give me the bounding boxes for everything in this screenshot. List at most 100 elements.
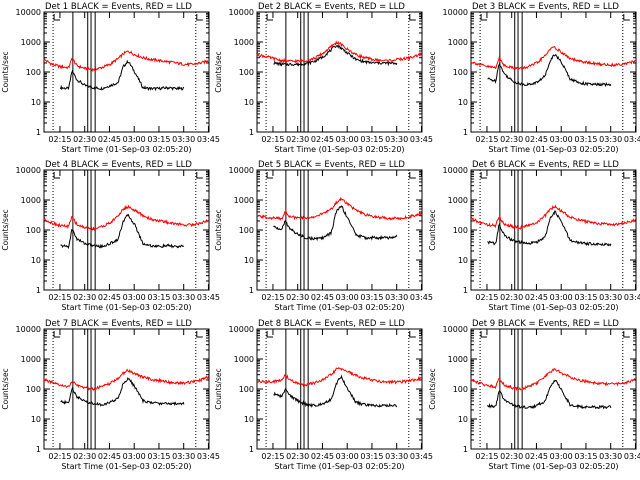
lld-series-line (43, 368, 209, 391)
marker-flag (623, 331, 630, 338)
y-tick-label: 100 (26, 68, 41, 77)
lld-series-line (43, 50, 209, 73)
marker-flag (623, 172, 630, 179)
x-tick-label: 02:30 (286, 135, 309, 144)
y-tick-label: 10000 (229, 8, 254, 17)
marker-flag (266, 331, 274, 338)
x-tick-label: 03:15 (574, 293, 597, 302)
y-axis-label: Counts/sec (1, 368, 10, 409)
x-tick-label: 03:15 (360, 135, 383, 144)
marker-flag (409, 331, 416, 338)
y-tick-label: 1000 (448, 38, 468, 47)
y-tick-label: 10 (458, 98, 468, 107)
x-tick-label: 02:30 (286, 293, 309, 302)
y-tick-label: 10000 (443, 325, 468, 334)
events-series-line (60, 213, 185, 250)
y-tick-label: 100 (453, 385, 468, 394)
plot-frame (470, 169, 637, 291)
marker-flag (53, 331, 61, 338)
marker-flag (266, 14, 274, 21)
chart-panel-det-1: Det 1 BLACK = Events, RED = LLD 1 10 100 100… (1, 2, 220, 154)
marker-flag (480, 331, 488, 338)
x-tick-label: 02:15 (261, 452, 284, 461)
x-tick-label: 03:30 (172, 293, 195, 302)
panel-title: Det 6 BLACK = Events, RED = LLD (472, 160, 619, 170)
y-tick-label: 10000 (443, 166, 468, 175)
x-tick-label: 02:15 (48, 135, 71, 144)
y-tick-label: 1 (463, 286, 468, 295)
x-tick-label: 03:00 (123, 452, 146, 461)
y-tick-label: 10 (31, 256, 41, 265)
x-tick-label: 02:15 (48, 452, 71, 461)
x-tick-label: 03:45 (197, 452, 220, 461)
y-tick-label: 1 (463, 445, 468, 454)
x-tick-label: 03:00 (550, 452, 573, 461)
marker-flag (53, 172, 61, 179)
x-tick-label: 03:45 (197, 293, 220, 302)
x-tick-label: 03:30 (172, 135, 195, 144)
plot-frame (43, 11, 210, 133)
chart-panel-det-8: Det 8 BLACK = Events, RED = LLD 1 10 100 100… (214, 319, 433, 471)
y-axis-label: Counts/sec (428, 209, 437, 250)
x-tick-label: 03:45 (410, 293, 433, 302)
y-axis-label: Counts/sec (214, 51, 223, 92)
x-tick-label: 03:30 (599, 135, 622, 144)
y-tick-label: 100 (239, 385, 254, 394)
x-tick-label: 03:15 (147, 135, 170, 144)
plot-frame (43, 169, 210, 291)
y-tick-label: 1 (36, 286, 41, 295)
x-tick-label: 02:30 (73, 293, 96, 302)
y-tick-label: 1 (249, 445, 254, 454)
marker-flag (409, 172, 416, 179)
y-tick-label: 10 (31, 98, 41, 107)
x-axis-label: Start Time (01-Sep-03 02:05:20) (61, 145, 191, 154)
y-tick-label: 1 (36, 445, 41, 454)
x-tick-label: 02:30 (500, 452, 523, 461)
marker-flag (53, 14, 61, 21)
x-tick-label: 03:00 (123, 135, 146, 144)
x-axis-label: Start Time (01-Sep-03 02:05:20) (61, 303, 191, 312)
x-tick-label: 03:15 (360, 452, 383, 461)
events-series-line (60, 376, 185, 407)
y-tick-label: 100 (26, 226, 41, 235)
x-tick-label: 02:15 (261, 135, 284, 144)
marker-flag (409, 14, 416, 21)
marker-flag (196, 172, 203, 179)
events-series-line (487, 54, 612, 88)
x-tick-label: 02:45 (311, 135, 334, 144)
plot-frame (256, 169, 423, 291)
lld-series-line (470, 46, 636, 71)
y-tick-label: 100 (26, 385, 41, 394)
x-tick-label: 03:15 (574, 452, 597, 461)
lld-series-line (43, 204, 209, 232)
y-tick-label: 1000 (448, 355, 468, 364)
events-series-line (273, 374, 398, 409)
events-series-line (487, 210, 612, 247)
y-tick-label: 1 (463, 128, 468, 137)
chart-panel-det-2: Det 2 BLACK = Events, RED = LLD 1 10 100 100… (214, 2, 433, 154)
x-axis-label: Start Time (01-Sep-03 02:05:20) (274, 145, 404, 154)
x-tick-label: 03:45 (624, 135, 640, 144)
events-series-line (273, 44, 398, 67)
plot-frame (256, 11, 423, 133)
x-tick-label: 03:15 (147, 293, 170, 302)
x-axis-label: Start Time (01-Sep-03 02:05:20) (274, 303, 404, 312)
x-tick-label: 03:45 (197, 135, 220, 144)
x-axis-label: Start Time (01-Sep-03 02:05:20) (488, 145, 618, 154)
y-tick-label: 1000 (21, 355, 41, 364)
chart-panel-det-6: Det 6 BLACK = Events, RED = LLD 1 10 100 100… (428, 160, 640, 312)
y-axis-label: Counts/sec (214, 209, 223, 250)
lld-series-line (470, 367, 636, 392)
x-tick-label: 03:00 (336, 135, 359, 144)
x-tick-label: 03:00 (550, 293, 573, 302)
marker-flag (196, 14, 203, 21)
x-axis-label: Start Time (01-Sep-03 02:05:20) (61, 462, 191, 471)
marker-flag (623, 14, 630, 21)
marker-flag (266, 172, 274, 179)
y-tick-label: 1000 (21, 38, 41, 47)
y-axis-label: Counts/sec (428, 368, 437, 409)
x-tick-label: 03:30 (385, 452, 408, 461)
plot-frame (470, 11, 637, 133)
y-tick-label: 100 (239, 68, 254, 77)
chart-panel-det-4: Det 4 BLACK = Events, RED = LLD 1 10 100 100… (1, 160, 220, 312)
